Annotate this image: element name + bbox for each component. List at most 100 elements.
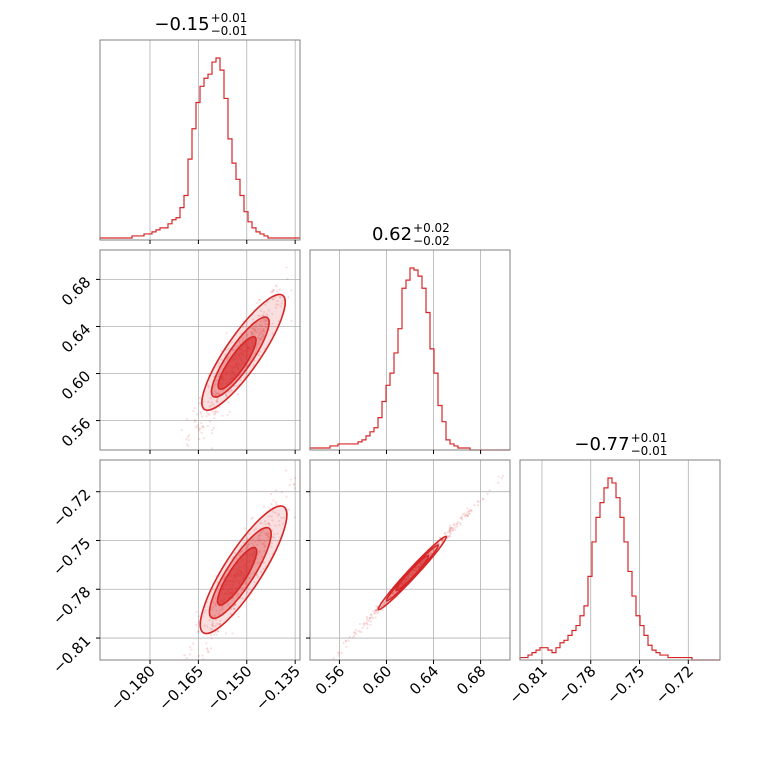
histogram-2 <box>519 477 720 661</box>
scatter-point <box>212 426 215 430</box>
scatter-point <box>266 533 269 536</box>
x-tick-label: −0.78 <box>554 662 599 707</box>
scatter-point <box>257 537 260 540</box>
scatter-point <box>255 573 259 576</box>
scatter-point <box>380 605 383 608</box>
scatter-point <box>236 592 239 595</box>
scatter-point <box>253 529 256 532</box>
x-tick-label: 0.64 <box>406 662 442 698</box>
scatter-point <box>280 516 283 519</box>
scatter-point <box>212 600 215 603</box>
scatter-point <box>258 339 261 343</box>
scatter-point <box>454 528 457 531</box>
scatter-point <box>195 624 198 627</box>
scatter-point <box>183 452 185 454</box>
scatter-point <box>293 487 296 490</box>
title-upper-0: +0.01 <box>211 11 248 25</box>
scatter-point <box>261 314 264 317</box>
scatter-point <box>258 540 261 543</box>
scatter-point <box>255 331 258 334</box>
scatter-point <box>464 514 467 517</box>
diag-panel-0: −0.15 +0.01−0.01 <box>99 11 301 244</box>
scatter-point <box>255 343 258 347</box>
scatter-point <box>250 333 254 336</box>
scatter-point <box>206 625 209 628</box>
x-tick-label: −0.81 <box>506 662 551 707</box>
scatter-point <box>270 291 273 294</box>
scatter-point <box>279 305 282 308</box>
scatter-point <box>227 391 230 394</box>
scatter-point <box>288 483 291 487</box>
scatter-point <box>202 426 205 429</box>
scatter-point <box>249 326 253 330</box>
scatter-point <box>354 628 357 631</box>
scatter-point <box>278 296 281 299</box>
scatter-point <box>247 543 250 546</box>
scatter-point <box>375 609 379 612</box>
scatter-point <box>448 527 452 530</box>
scatter-point <box>225 394 228 397</box>
scatter-point <box>250 331 253 334</box>
scatter-point <box>214 394 217 397</box>
scatter-point <box>172 469 174 471</box>
scatter-point <box>264 565 267 568</box>
scatter-point <box>229 390 232 393</box>
scatter-point <box>217 375 220 378</box>
panel-frame <box>99 249 301 451</box>
scatter-point <box>458 521 462 525</box>
scatter-point <box>228 410 231 414</box>
scatter-point <box>259 327 262 330</box>
scatter-point <box>263 545 266 549</box>
scatter-point <box>211 410 214 413</box>
scatter-point <box>463 512 466 515</box>
title-value-1: 0.62 <box>372 224 412 245</box>
scatter-point <box>182 667 184 669</box>
scatter-point <box>188 646 192 649</box>
scatter-point <box>220 358 223 361</box>
scatter-point <box>276 299 279 303</box>
scatter-point <box>272 499 275 502</box>
scatter-point <box>200 431 203 434</box>
scatter-point <box>194 425 197 428</box>
scatter-point <box>252 544 255 547</box>
scatter-point <box>239 378 242 381</box>
scatter-point <box>461 513 464 516</box>
scatter-point <box>256 543 259 546</box>
scatter-point <box>275 303 278 306</box>
scatter-point <box>488 489 491 492</box>
scatter-point <box>238 340 241 343</box>
scatter-point <box>287 705 289 707</box>
scatter-point <box>197 629 200 633</box>
scatter-point <box>365 615 368 618</box>
scatter-point <box>213 413 216 416</box>
scatter-point <box>213 384 216 387</box>
scatter-point <box>286 277 289 281</box>
scatter-point <box>217 365 220 368</box>
scatter-point <box>251 516 254 519</box>
scatter-point <box>271 510 274 513</box>
scatter-point <box>258 534 261 537</box>
y-tick-label: −0.75 <box>49 534 94 579</box>
scatter-point <box>271 535 274 538</box>
scatter-point <box>241 597 244 600</box>
scatter-point <box>446 535 450 539</box>
scatter-point <box>201 415 204 418</box>
title-lower-2: −0.01 <box>631 444 668 458</box>
scatter-point <box>254 540 257 544</box>
scatter-point <box>214 603 217 606</box>
scatter-point <box>173 660 175 662</box>
scatter-point <box>216 400 219 403</box>
scatter-point <box>262 329 265 332</box>
scatter-point <box>207 400 210 404</box>
scatter-point <box>197 427 200 430</box>
scatter-point <box>192 642 195 645</box>
scatter-point <box>227 603 230 606</box>
scatter-point <box>268 535 271 539</box>
scatter-point <box>258 314 261 317</box>
scatter-point <box>224 632 228 635</box>
scatter-point <box>232 607 236 611</box>
scatter-point <box>353 631 356 634</box>
scatter-point <box>185 438 188 441</box>
scatter-point <box>451 529 454 532</box>
scatter-point <box>262 567 265 570</box>
